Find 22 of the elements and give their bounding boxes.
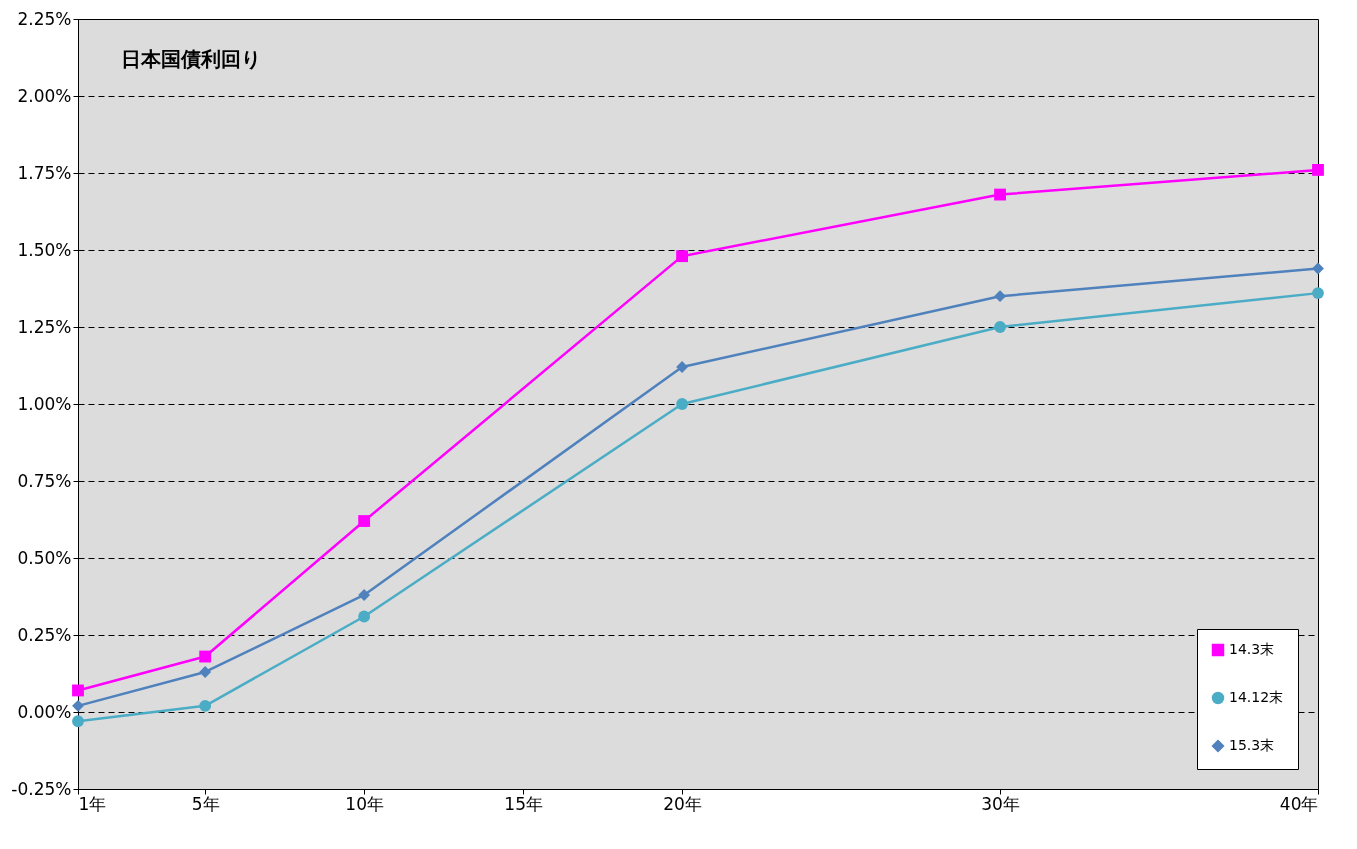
x-tick-label: 1年 <box>78 793 107 814</box>
y-tick-label: 0.25% <box>17 624 72 645</box>
legend-label: 14.3末 <box>1229 641 1275 657</box>
y-tick-label: 1.75% <box>17 162 72 183</box>
x-tick-label: 5年 <box>191 793 220 814</box>
y-tick-label: 2.25% <box>17 8 72 29</box>
x-tick-label: 30年 <box>981 793 1020 814</box>
text: 日本国債利回り <box>120 47 261 71</box>
legend-label: 15.3末 <box>1229 737 1275 753</box>
legend-label: 14.12末 <box>1229 689 1284 705</box>
y-tick-label: -0.25% <box>11 778 72 799</box>
y-tick-label: 0.00% <box>17 701 72 722</box>
y-tick-label: 0.50% <box>17 547 72 568</box>
x-tick-label: 40年 <box>1279 793 1319 814</box>
y-tick-label: 1.50% <box>17 239 72 260</box>
y-tick-label: 2.00% <box>17 85 72 106</box>
y-tick-label: 1.00% <box>17 393 72 414</box>
y-tick-label: 1.25% <box>17 316 72 337</box>
x-tick-label: 20年 <box>663 793 702 814</box>
y-tick-label: 0.75% <box>17 470 72 491</box>
x-tick-label: 10年 <box>345 793 384 814</box>
x-tick-label: 15年 <box>504 793 543 814</box>
